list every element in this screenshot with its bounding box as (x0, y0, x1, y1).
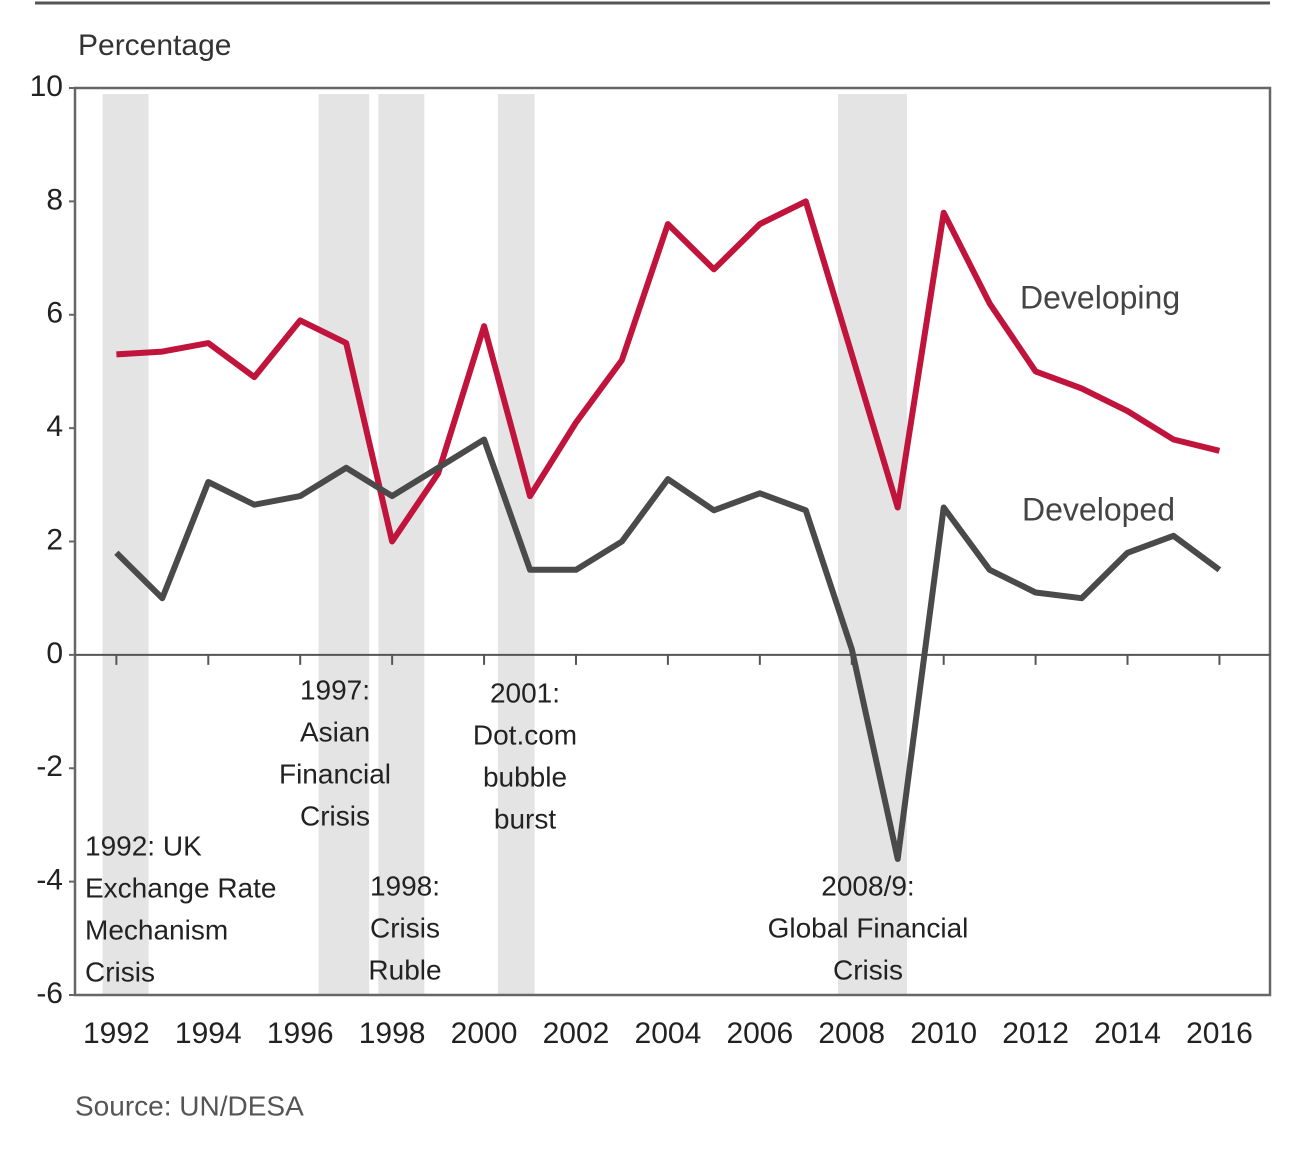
x-tick-label: 2010 (910, 1017, 977, 1050)
annotation: 1992: UK (85, 830, 202, 861)
series-label: Developed (1022, 491, 1175, 527)
annotation: Crisis (370, 912, 440, 943)
annotation: burst (494, 803, 556, 834)
annotation: Global Financial (768, 912, 969, 943)
annotation: Exchange Rate (85, 872, 276, 903)
source: Source: UN/DESA (75, 1090, 304, 1121)
annotation: 1998: (370, 870, 440, 901)
crisis-band (497, 94, 535, 995)
y-tick-label: 2 (46, 523, 63, 556)
x-tick-label: 2000 (451, 1017, 518, 1050)
crisis-band (378, 94, 425, 995)
annotation: Financial (279, 758, 391, 789)
y-tick-label: 4 (46, 410, 63, 443)
annotation: Ruble (368, 954, 441, 985)
y-tick-label: 6 (46, 297, 63, 330)
x-tick-label: 2004 (635, 1017, 702, 1050)
series-line (114, 436, 1222, 862)
annotation: Dot.com (473, 719, 577, 750)
y-tick-label: 10 (30, 70, 63, 103)
plot-frame (73, 86, 1272, 997)
y-tick-label: -6 (36, 977, 63, 1010)
y-tick-label: -2 (36, 750, 63, 783)
y-tick-label: 8 (46, 183, 63, 216)
annotation: bubble (483, 761, 567, 792)
annotation: Crisis (85, 956, 155, 987)
annotation: Crisis (300, 800, 370, 831)
annotation: Asian (300, 716, 370, 747)
crisis-band (102, 94, 149, 995)
x-tick-label: 1994 (175, 1017, 242, 1050)
x-tick-label: 1992 (83, 1017, 150, 1050)
x-tick-label: 2008 (818, 1017, 885, 1050)
x-tick-label: 2006 (726, 1017, 793, 1050)
y-tick-label: 0 (46, 637, 63, 670)
annotation: 1997: (300, 674, 370, 705)
x-tick-label: 1998 (359, 1017, 426, 1050)
annotation: 2001: (490, 677, 560, 708)
x-tick-label: 2014 (1094, 1017, 1161, 1050)
annotation: Crisis (833, 954, 903, 985)
x-tick-label: 1996 (267, 1017, 334, 1050)
y-axis-label: Percentage (78, 29, 231, 62)
x-tick-label: 2012 (1002, 1017, 1069, 1050)
crisis-band (318, 94, 370, 995)
annotation: Mechanism (85, 914, 228, 945)
annotation: 2008/9: (821, 870, 914, 901)
y-tick-label: -4 (36, 864, 63, 897)
series-label: Developing (1020, 279, 1180, 315)
series-line (116, 198, 1221, 545)
x-tick-label: 2016 (1186, 1017, 1253, 1050)
x-tick-label: 2002 (543, 1017, 610, 1050)
